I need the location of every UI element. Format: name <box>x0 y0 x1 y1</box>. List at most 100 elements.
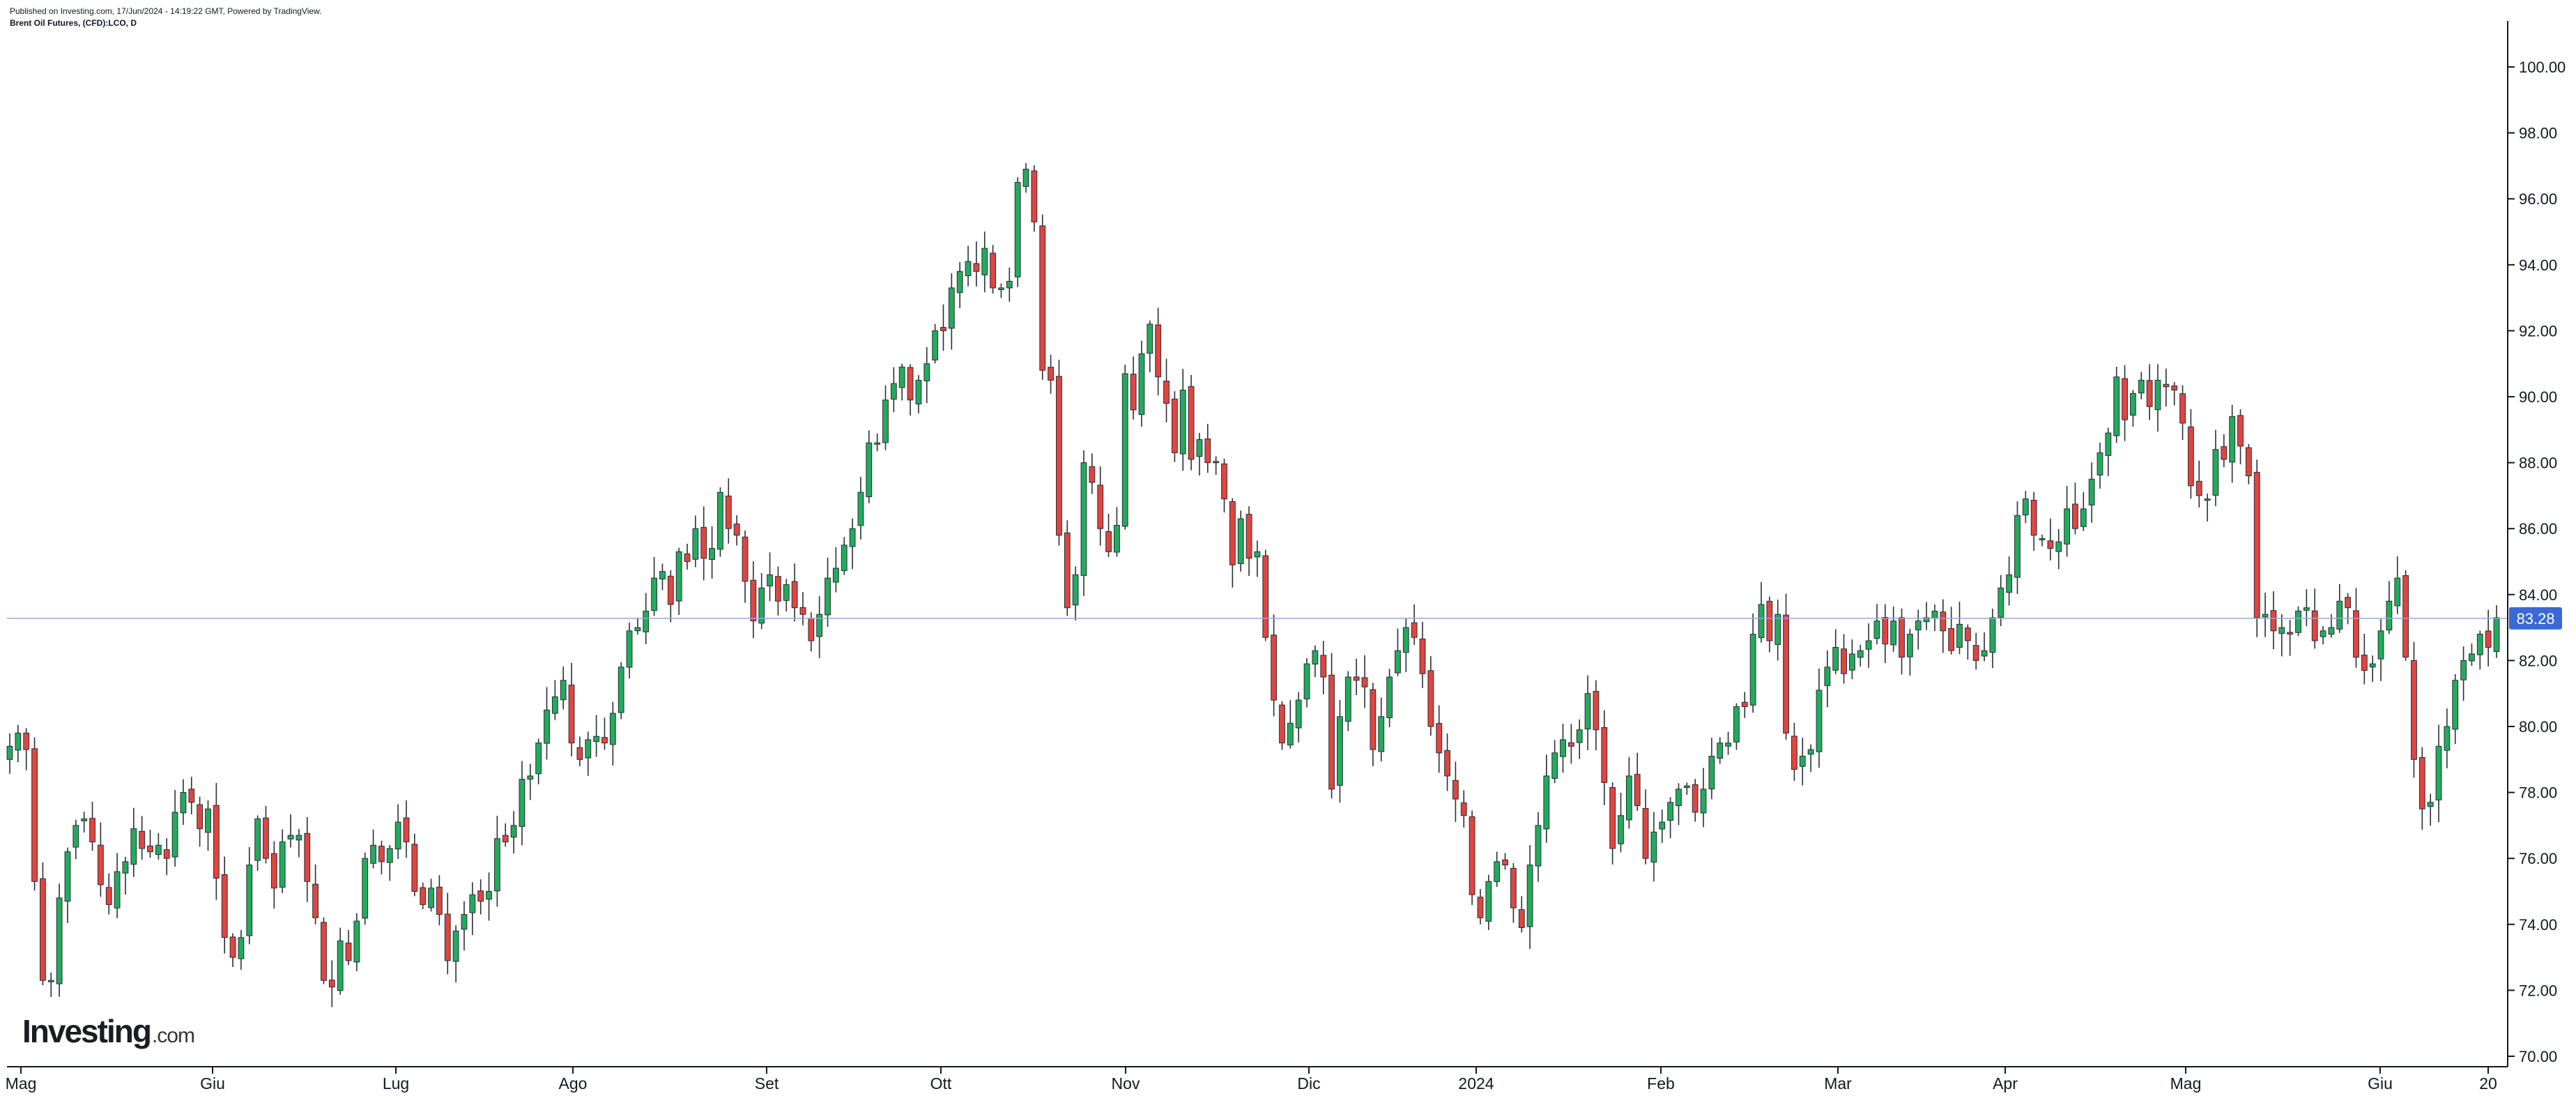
candle-body <box>1717 743 1724 759</box>
candle <box>2212 429 2219 506</box>
candle-body <box>296 835 302 841</box>
candle <box>1816 668 1823 768</box>
candle <box>304 816 311 902</box>
candle <box>2278 614 2285 657</box>
candle <box>2402 570 2409 661</box>
candle-body <box>263 817 269 859</box>
candle <box>1551 740 1558 784</box>
candle <box>2105 427 2112 476</box>
candle <box>1741 692 1748 718</box>
candle <box>2237 409 2244 465</box>
candle <box>254 815 261 872</box>
candle-body <box>725 495 732 529</box>
candle <box>2171 381 2178 406</box>
y-tick-label: 96.00 <box>2519 190 2557 208</box>
x-tick-label: Set <box>755 1074 779 1093</box>
candle-body <box>1402 627 1409 653</box>
candle <box>23 728 30 770</box>
candle-body <box>345 943 352 961</box>
candle-body <box>1072 574 1079 606</box>
candle <box>2138 372 2145 399</box>
candle-body <box>767 574 773 586</box>
candle <box>2006 556 2013 606</box>
candle-body <box>2171 385 2178 391</box>
candle-body <box>2047 540 2054 549</box>
candle <box>1089 453 1096 494</box>
candle-body <box>742 536 749 582</box>
candle <box>1642 789 1649 865</box>
candle <box>1171 391 1178 462</box>
candle <box>2452 673 2459 745</box>
candle <box>1774 600 1781 661</box>
candle <box>1452 761 1459 822</box>
y-tick-label: 98.00 <box>2519 125 2557 142</box>
candle <box>411 833 418 897</box>
candle <box>774 566 781 616</box>
candle <box>1749 614 1756 713</box>
x-tick-label: 2024 <box>1458 1074 1494 1093</box>
candle <box>1163 358 1170 423</box>
candle-body <box>1353 676 1360 681</box>
candle-body <box>2435 745 2442 800</box>
candle-body <box>1940 611 1947 632</box>
candle-body <box>2295 610 2301 633</box>
candle <box>1444 733 1450 791</box>
candle-body <box>139 830 146 849</box>
candle <box>990 245 997 294</box>
candle <box>147 830 153 858</box>
candle-body <box>1378 716 1385 752</box>
candle <box>1807 744 1814 772</box>
candle <box>667 570 674 623</box>
candle-body <box>270 853 277 889</box>
candle-body <box>1625 775 1632 821</box>
candle-body <box>304 832 311 882</box>
candle <box>1601 710 1608 805</box>
candle-body <box>1056 376 1062 536</box>
candle <box>799 592 806 625</box>
candle <box>2064 486 2071 557</box>
candle-body <box>1832 646 1839 671</box>
candle-body <box>81 818 88 821</box>
candle-body <box>1229 501 1236 565</box>
candle-body <box>1502 859 1508 866</box>
candle-body <box>1774 614 1781 645</box>
candle <box>601 717 608 750</box>
candle <box>1650 812 1657 882</box>
candle-body <box>659 571 666 579</box>
candle <box>874 433 881 452</box>
x-tick-label: Feb <box>1647 1074 1675 1093</box>
candle-body <box>2361 655 2368 671</box>
candle <box>791 563 798 622</box>
candle-body <box>221 874 228 938</box>
candle-body <box>163 849 170 859</box>
candle <box>436 875 443 926</box>
candle <box>2179 385 2186 441</box>
candle-body <box>47 980 54 982</box>
candle <box>1543 754 1550 843</box>
candle <box>1609 782 1616 865</box>
candle <box>585 731 592 776</box>
candle <box>1510 863 1517 923</box>
candle <box>1618 793 1624 853</box>
candle <box>1344 671 1351 731</box>
price-badge-label: 83.28 <box>2516 610 2554 627</box>
candle-body <box>2187 426 2194 487</box>
candle-body <box>1287 722 1294 746</box>
candle <box>560 667 567 710</box>
candle <box>1031 165 1038 232</box>
candle <box>551 680 558 720</box>
candle <box>114 853 121 919</box>
candle-body <box>2444 726 2451 751</box>
candle <box>2047 518 2054 561</box>
candle <box>321 917 327 984</box>
y-tick-label: 76.00 <box>2519 850 2557 867</box>
candle <box>2444 708 2451 768</box>
y-tick-label: 90.00 <box>2519 388 2557 406</box>
x-tick-label: Mag <box>2170 1074 2202 1093</box>
candle-body <box>2353 610 2359 658</box>
candle-body <box>2377 630 2384 660</box>
candle <box>1791 722 1797 781</box>
candle <box>270 841 277 909</box>
candle <box>626 622 633 679</box>
